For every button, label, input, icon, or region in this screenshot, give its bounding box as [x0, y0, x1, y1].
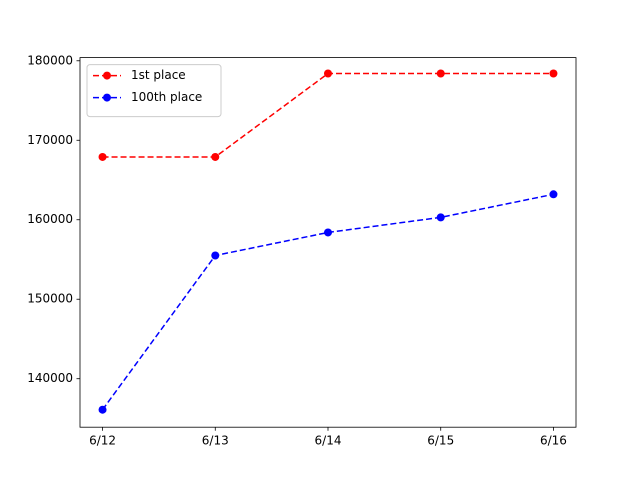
- point: [98, 152, 107, 161]
- legend-label: 1st place: [131, 68, 186, 82]
- point: [436, 213, 445, 222]
- point: [324, 69, 332, 78]
- y-tick-label: 170000: [27, 133, 73, 147]
- point: [98, 405, 107, 414]
- legend-label: 100th place: [131, 90, 202, 104]
- point: [436, 69, 445, 78]
- x-tick-label: 6/14: [315, 434, 342, 448]
- plot-frame: [79, 57, 577, 428]
- point: [324, 228, 332, 237]
- point: [549, 69, 558, 78]
- x-tick-label: 6/15: [427, 434, 454, 448]
- y-tick-label: 150000: [27, 292, 73, 306]
- legend-box: [86, 64, 222, 118]
- legend-marker: [103, 93, 111, 102]
- legend: 1st place 100th place: [86, 64, 222, 118]
- series-line: [101, 193, 554, 411]
- point: [549, 190, 558, 199]
- x-tick-label: 6/16: [540, 434, 567, 448]
- y-tick-label: 140000: [27, 371, 73, 385]
- x-tick-label: 6/13: [202, 434, 229, 448]
- y-tick-label: 160000: [27, 212, 73, 226]
- x-tick-label: 6/12: [89, 434, 116, 448]
- legend-marker: [103, 71, 111, 80]
- point: [211, 251, 220, 260]
- y-tick-label: 180000: [27, 53, 73, 67]
- point: [211, 152, 220, 161]
